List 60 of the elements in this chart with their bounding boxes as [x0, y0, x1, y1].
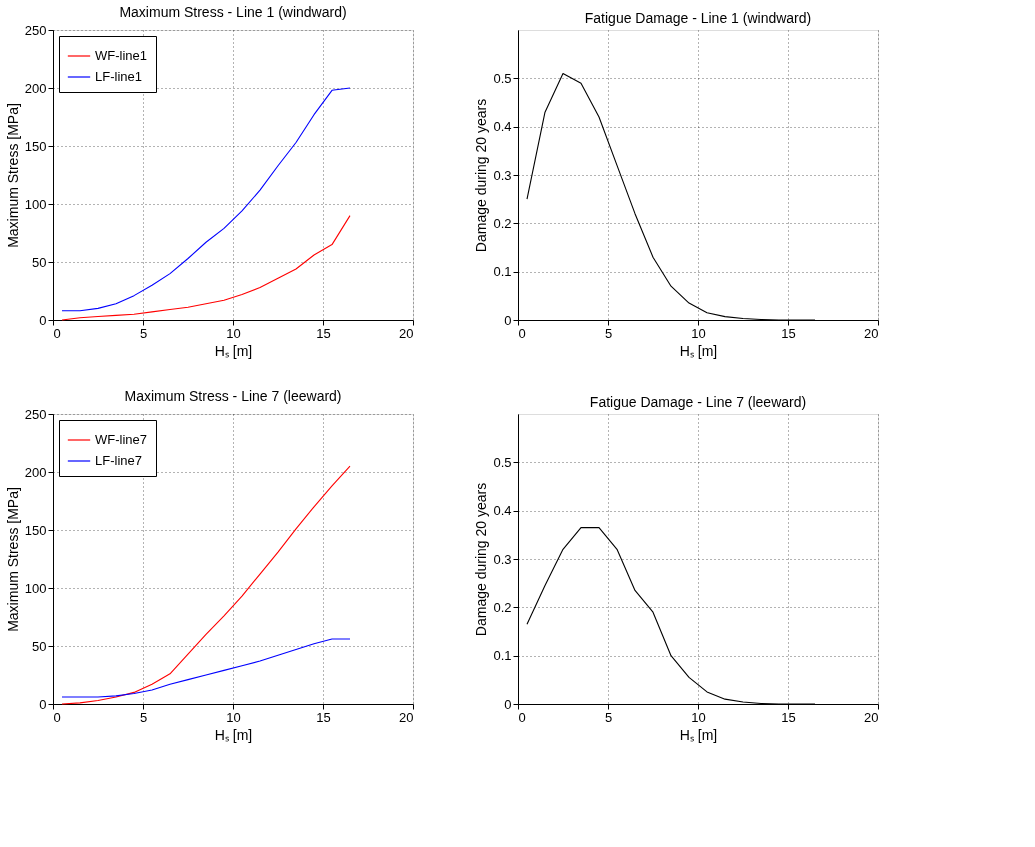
x-axis-title: Hₛ [m]: [679, 726, 718, 743]
x-tick-label: 15: [781, 325, 796, 341]
legend-label: LF-line1: [95, 69, 142, 84]
legend-label: WF-line1: [95, 48, 148, 63]
x-tick-label: 0: [53, 709, 61, 725]
y-tick-label: 0: [504, 312, 512, 328]
y-tick-label: 150: [24, 522, 47, 538]
x-tick-label: 15: [781, 709, 796, 725]
x-tick-label: 5: [139, 325, 148, 341]
chart-title: Fatigue Damage - Line 1 (windward): [584, 10, 812, 26]
y-axis-title: Maximum Stress [MPa]: [4, 103, 21, 248]
y-tick-label: 0.3: [493, 167, 512, 183]
x-tick-label: 10: [691, 325, 706, 341]
x-tick-label: 0: [518, 709, 526, 725]
y-tick-label: 0.4: [493, 503, 512, 519]
x-axis-title: Hₛ [m]: [214, 726, 253, 743]
y-tick-label: 0.1: [493, 264, 512, 280]
y-tick-label: 200: [24, 80, 47, 96]
y-tick-label: 0.5: [493, 454, 512, 470]
y-tick-label: 0.1: [493, 648, 512, 664]
y-axis-title: Damage during 20 years: [473, 98, 490, 253]
y-tick-label: 0.5: [493, 70, 512, 86]
y-tick-label: 0: [39, 696, 47, 712]
x-tick-label: 15: [316, 325, 331, 341]
x-tick-label: 20: [864, 709, 879, 725]
x-tick-label: 10: [691, 709, 706, 725]
y-tick-label: 0.4: [493, 119, 512, 135]
chart-title: Fatigue Damage - Line 7 (leeward): [589, 394, 807, 410]
y-tick-label: 0: [39, 312, 47, 328]
y-tick-label: 100: [24, 196, 47, 212]
y-tick-label: 50: [32, 638, 47, 654]
x-tick-label: 10: [226, 709, 241, 725]
y-tick-label: 250: [24, 22, 47, 38]
chart-title: Maximum Stress - Line 1 (windward): [119, 4, 347, 20]
x-axis-title: Hₛ [m]: [214, 342, 253, 359]
x-tick-label: 0: [518, 325, 526, 341]
y-tick-label: 200: [24, 464, 47, 480]
y-tick-label: 0.2: [493, 215, 512, 231]
x-tick-label: 10: [226, 325, 241, 341]
y-tick-label: 50: [32, 254, 47, 270]
legend-label: LF-line7: [95, 453, 142, 468]
chart-title: Maximum Stress - Line 7 (leeward): [124, 388, 342, 404]
x-tick-label: 5: [604, 325, 613, 341]
x-axis-title: Hₛ [m]: [679, 342, 718, 359]
x-tick-label: 15: [316, 709, 331, 725]
x-tick-label: 5: [604, 709, 613, 725]
y-axis-title: Maximum Stress [MPa]: [4, 487, 21, 632]
x-tick-label: 0: [53, 325, 61, 341]
y-tick-label: 0.2: [493, 599, 512, 615]
y-tick-label: 0: [504, 696, 512, 712]
x-tick-label: 5: [139, 709, 148, 725]
y-axis-title: Damage during 20 years: [473, 482, 490, 637]
legend-label: WF-line7: [95, 432, 148, 447]
x-tick-label: 20: [399, 325, 414, 341]
x-tick-label: 20: [864, 325, 879, 341]
y-tick-label: 250: [24, 406, 47, 422]
y-tick-label: 150: [24, 138, 47, 154]
y-tick-label: 0.3: [493, 551, 512, 567]
y-tick-label: 100: [24, 580, 47, 596]
x-tick-label: 20: [399, 709, 414, 725]
